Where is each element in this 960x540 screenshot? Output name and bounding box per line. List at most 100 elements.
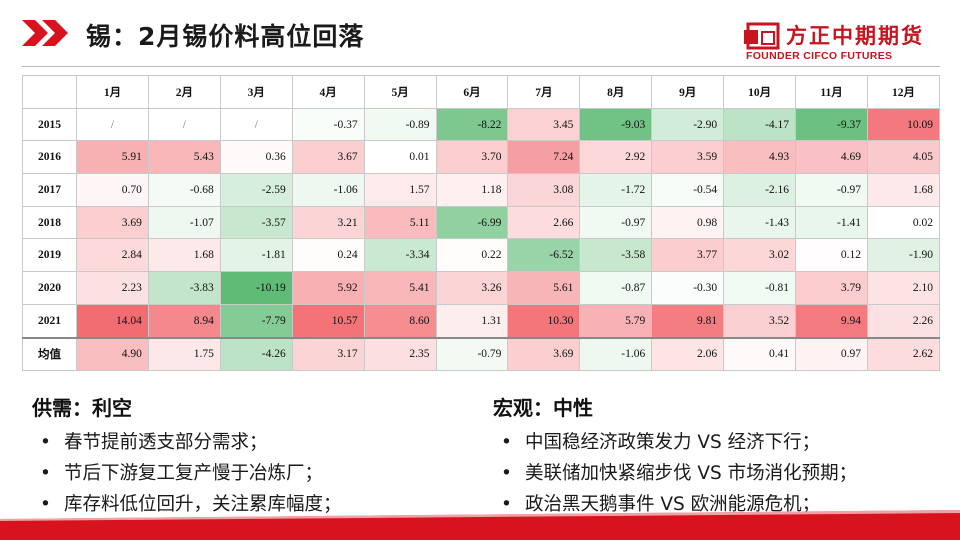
table-row: 2020 2.23 -3.83 -10.19 5.92 5.41 3.26 5.61 -0.87… — [22, 271, 941, 305]
table-cell: 2.26 — [866, 303, 941, 339]
table-cell: -9.03 — [579, 107, 653, 142]
table-cell: 0.01 — [363, 140, 437, 175]
table-cell: 3.52 — [723, 303, 797, 339]
table-cell: -1.72 — [579, 173, 653, 207]
year-label: 2018 — [22, 205, 77, 240]
logo-chinese-name: 方正中期期货 — [786, 24, 924, 48]
month-header: 8月 — [579, 75, 653, 109]
table-cell: -0.68 — [147, 173, 221, 207]
month-header: 7月 — [507, 75, 581, 109]
table-cell: -0.97 — [795, 173, 868, 207]
table-cell: 3.02 — [723, 238, 797, 273]
table-cell: 4.05 — [866, 140, 941, 175]
year-label: 2019 — [22, 238, 77, 273]
bullet-icon: • — [40, 463, 51, 484]
table-cell: 3.79 — [795, 271, 868, 305]
table-cell: 0.24 — [291, 238, 365, 273]
supply-demand-section: 供需：利空 • 春节提前透支部分需求； • 节后下游复工复产慢于冶炼厂； • 库存料低… — [32, 392, 342, 520]
table-cell: -1.43 — [723, 205, 797, 240]
seasonality-table: 1月 2月 3月 4月 5月 6月 7月 8月 9月 10月 11月 12月 2… — [22, 75, 941, 372]
table-cell: 10.09 — [866, 107, 941, 142]
footer-band — [0, 510, 960, 540]
table-cell: 3.69 — [76, 205, 149, 240]
table-cell: -10.19 — [219, 271, 293, 305]
table-header-row: 1月 2月 3月 4月 5月 6月 7月 8月 9月 10月 11月 12月 — [22, 75, 941, 109]
table-cell: 3.45 — [507, 107, 581, 142]
table-cell: 3.77 — [651, 238, 725, 273]
supply-demand-heading: 供需：利空 — [32, 396, 132, 420]
table-cell: -3.83 — [147, 271, 221, 305]
list-item: • 春节提前透支部分需求； — [32, 427, 342, 458]
table-row: 2015// / -0.37 -0.89 -8.22 3.45 -9.03 -2.90 -4.1… — [22, 107, 941, 142]
table-cell: -2.16 — [723, 173, 797, 207]
table-row: 2021 14.04 8.94 -7.79 10.57 8.60 1.31 10.30 5.79… — [22, 303, 941, 339]
header-divider — [22, 66, 940, 67]
average-row: 均值 4.90 1.75 -4.26 3.17 2.35 -0.79 3.69 -1.06 2.0… — [22, 336, 941, 372]
table-cell: 2.35 — [363, 336, 437, 372]
company-logo: 方正中期期货 FOUNDER CIFCO FUTURES — [744, 18, 944, 64]
table-cell: -1.81 — [219, 238, 293, 273]
table-cell: -0.79 — [435, 336, 509, 372]
table-cell: 3.70 — [435, 140, 509, 175]
table-cell: -0.97 — [579, 205, 653, 240]
table-cell: -0.30 — [651, 271, 725, 305]
table-cell: 1.75 — [147, 336, 221, 372]
table-cell: 2.23 — [76, 271, 149, 305]
table-cell: 4.93 — [723, 140, 797, 175]
bullet-icon: • — [501, 494, 512, 515]
table-cell: -1.06 — [579, 336, 653, 372]
table-cell: 9.94 — [795, 303, 868, 339]
table-cell: 3.17 — [291, 336, 365, 372]
table-cell: -2.90 — [651, 107, 725, 142]
table-cell: 3.21 — [291, 205, 365, 240]
table-cell: 8.94 — [147, 303, 221, 339]
table-corner-cell — [22, 75, 77, 109]
table-row: 2016 5.91 5.43 0.36 3.67 0.01 3.70 7.24 2.92 3.59… — [22, 140, 941, 175]
table-cell: 0.70 — [76, 173, 149, 207]
table-cell: 5.11 — [363, 205, 437, 240]
list-item-text: 中国稳经济政策发力 VS 经济下行； — [525, 432, 821, 453]
bullet-icon: • — [501, 463, 512, 484]
table-cell: -0.81 — [723, 271, 797, 305]
table-cell: 0.41 — [723, 336, 797, 372]
list-item-text: 政治黑天鹅事件 VS 欧洲能源危机； — [525, 494, 821, 515]
table-cell: 3.26 — [435, 271, 509, 305]
bullet-icon: • — [40, 432, 51, 453]
table-cell: 5.41 — [363, 271, 437, 305]
year-label: 2021 — [22, 303, 77, 339]
table-cell: -4.17 — [723, 107, 797, 142]
list-item: • 美联储加快紧缩步伐 VS 市场消化预期； — [493, 458, 857, 489]
table-cell: 3.67 — [291, 140, 365, 175]
table-cell: 1.18 — [435, 173, 509, 207]
table-cell: 7.24 — [507, 140, 581, 175]
list-item-text: 节后下游复工复产慢于冶炼厂； — [64, 463, 324, 484]
table-cell: -0.89 — [363, 107, 437, 142]
table-cell: 5.91 — [76, 140, 149, 175]
table-cell: 2.92 — [579, 140, 653, 175]
table-cell: / — [76, 107, 149, 142]
table-cell: 1.31 — [435, 303, 509, 339]
list-item: • 节后下游复工复产慢于冶炼厂； — [32, 458, 342, 489]
table-cell: 5.92 — [291, 271, 365, 305]
month-header: 5月 — [363, 75, 437, 109]
table-cell: -2.59 — [219, 173, 293, 207]
table-cell: -6.99 — [435, 205, 509, 240]
bullet-icon: • — [40, 494, 51, 515]
table-cell: 2.66 — [507, 205, 581, 240]
table-cell: -1.07 — [147, 205, 221, 240]
founder-logo-icon — [744, 22, 780, 50]
table-cell: 4.90 — [76, 336, 149, 372]
year-label: 2016 — [22, 140, 77, 175]
table-cell: -1.41 — [795, 205, 868, 240]
table-cell: -6.52 — [507, 238, 581, 273]
slide-header: 锡：2月锡价料高位回落 方正中期期货 FOUNDER CIFCO FUTURES — [0, 0, 960, 70]
table-cell: 5.79 — [579, 303, 653, 339]
table-cell: 2.06 — [651, 336, 725, 372]
table-cell: / — [147, 107, 221, 142]
month-header: 11月 — [795, 75, 868, 109]
table-cell: 3.69 — [507, 336, 581, 372]
average-label: 均值 — [22, 336, 77, 372]
table-cell: 5.43 — [147, 140, 221, 175]
list-item: • 中国稳经济政策发力 VS 经济下行； — [493, 427, 857, 458]
table-row: 2019 2.84 1.68 -1.81 0.24 -3.34 0.22 -6.52 -3.58… — [22, 238, 941, 273]
